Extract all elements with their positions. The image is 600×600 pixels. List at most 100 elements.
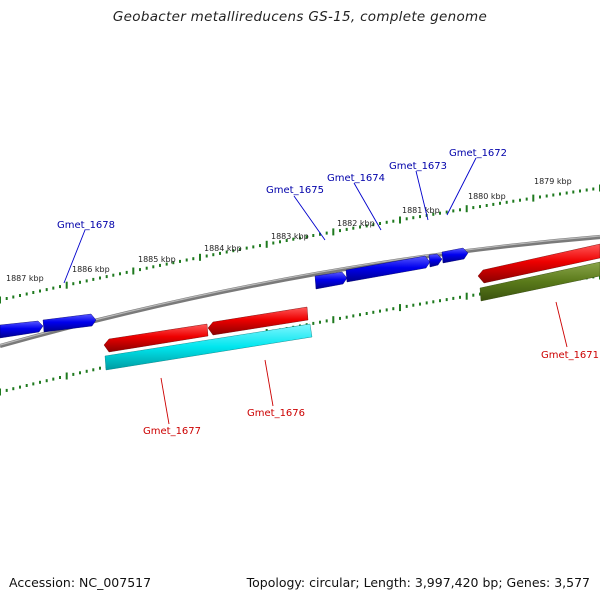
major-tick <box>465 205 468 213</box>
major-tick <box>332 316 335 324</box>
other-features <box>104 261 600 371</box>
minor-tick <box>325 231 328 235</box>
minor-tick <box>59 285 61 289</box>
major-tick <box>65 281 68 289</box>
minor-tick <box>259 244 261 248</box>
major-tick <box>0 388 1 396</box>
minor-tick <box>485 204 488 207</box>
minor-tick <box>92 277 95 281</box>
major-tick <box>0 296 1 304</box>
gene-arrow-reverse[interactable] <box>207 306 309 336</box>
gene-label[interactable]: Gmet_1678 <box>57 220 115 231</box>
gene-arrow-forward[interactable] <box>314 271 348 290</box>
map-title: Geobacter metallireducens GS-15, complet… <box>112 9 488 25</box>
minor-tick <box>99 366 101 370</box>
minor-tick <box>105 275 108 279</box>
minor-tick <box>99 276 101 280</box>
gene-label[interactable]: Gmet_1671 <box>541 350 599 361</box>
gene-arrow-reverse[interactable] <box>103 323 209 353</box>
minor-tick <box>232 249 235 253</box>
minor-tick <box>412 303 415 307</box>
misc-feature[interactable] <box>479 261 600 302</box>
tick-label: 1879 kbp <box>534 177 572 186</box>
tick-label: 1885 kbp <box>138 255 176 264</box>
minor-tick <box>392 219 395 223</box>
gene-arrow-forward[interactable] <box>0 320 44 339</box>
major-tick <box>332 228 335 236</box>
minor-tick <box>472 206 475 210</box>
minor-tick <box>459 208 461 212</box>
minor-tick <box>85 279 88 283</box>
gene-arrow-reverse[interactable] <box>477 243 600 284</box>
major-tick <box>199 253 201 261</box>
minor-tick <box>385 308 388 312</box>
minor-tick <box>299 236 301 240</box>
minor-tick <box>279 240 281 244</box>
minor-tick <box>372 223 375 227</box>
minor-tick <box>405 217 408 221</box>
gene-label[interactable]: Gmet_1672 <box>449 148 507 159</box>
minor-tick <box>479 205 481 209</box>
minor-tick <box>225 250 228 254</box>
minor-tick <box>52 377 55 381</box>
minor-tick <box>25 292 28 296</box>
tick-label: 1882 kbp <box>337 219 375 228</box>
minor-tick <box>285 239 288 242</box>
minor-tick <box>219 251 221 255</box>
major-tick <box>399 216 401 224</box>
reverse-strand-genes <box>103 243 600 353</box>
minor-tick <box>45 288 48 292</box>
minor-tick <box>59 376 61 379</box>
minor-tick <box>152 265 155 269</box>
minor-tick <box>365 224 368 228</box>
minor-tick <box>499 201 501 205</box>
minor-tick <box>172 261 175 265</box>
scale-labels: 1887 kbp 1886 kbp 1885 kbp 1884 kbp 1883… <box>6 177 572 283</box>
minor-tick <box>145 266 148 270</box>
minor-tick <box>305 235 308 239</box>
leader-line <box>555 301 568 348</box>
tick-label: 1886 kbp <box>72 265 110 274</box>
minor-tick <box>445 298 448 302</box>
rna-feature[interactable] <box>104 323 313 371</box>
gene-arrow-forward[interactable] <box>428 253 443 268</box>
gene-arrow-forward[interactable] <box>42 313 97 333</box>
minor-tick <box>139 268 141 272</box>
minor-tick <box>352 226 355 230</box>
tick-label: 1887 kbp <box>6 274 44 283</box>
minor-tick <box>552 193 555 197</box>
minor-tick <box>452 209 455 213</box>
tick-label: 1883 kbp <box>271 232 309 241</box>
tick-label: 1884 kbp <box>204 244 242 253</box>
label-leaders <box>63 157 568 425</box>
major-tick <box>132 267 135 275</box>
minor-tick <box>385 220 388 224</box>
leader-line <box>293 195 326 241</box>
minor-tick <box>312 234 315 237</box>
tick-label: 1880 kbp <box>468 192 506 201</box>
minor-tick <box>379 309 381 313</box>
minor-tick <box>185 258 188 262</box>
minor-tick <box>165 262 168 266</box>
leader-line <box>353 182 382 231</box>
gene-arrow-forward[interactable] <box>441 247 469 264</box>
minor-tick <box>545 194 548 198</box>
minor-tick <box>419 302 421 306</box>
minor-tick <box>205 254 208 258</box>
gene-arrow-forward[interactable] <box>345 255 431 283</box>
minor-tick <box>319 320 321 324</box>
gene-label[interactable]: Gmet_1673 <box>389 161 447 172</box>
minor-tick <box>125 270 128 274</box>
gene-label[interactable]: Gmet_1676 <box>247 408 305 419</box>
gene-label[interactable]: Gmet_1675 <box>266 185 324 196</box>
minor-tick <box>345 227 348 231</box>
minor-tick <box>32 291 35 294</box>
minor-tick <box>79 280 81 284</box>
minor-tick <box>505 200 508 204</box>
gene-label[interactable]: Gmet_1674 <box>327 173 385 184</box>
gene-label[interactable]: Gmet_1677 <box>143 426 201 437</box>
minor-tick <box>5 388 8 392</box>
minor-tick <box>492 202 495 206</box>
minor-tick <box>192 257 195 261</box>
